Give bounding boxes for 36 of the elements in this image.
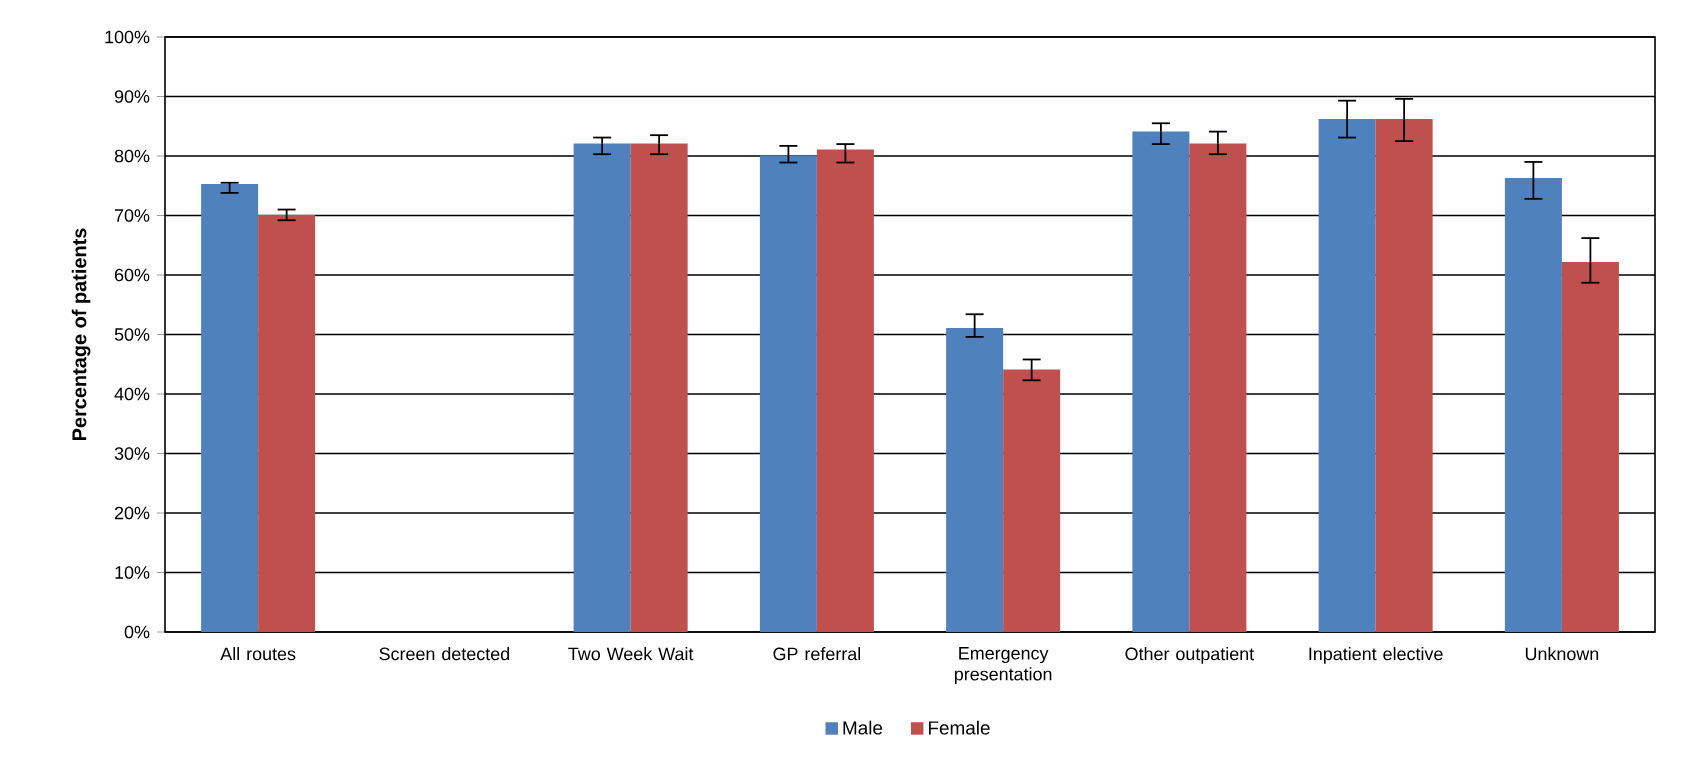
bar xyxy=(1318,119,1376,632)
x-tick-label: Emergency presentation xyxy=(954,647,1052,685)
bar xyxy=(759,155,817,632)
y-tick-label: 60% xyxy=(114,268,150,282)
x-tick-label: Other outpatient xyxy=(1125,647,1255,664)
y-tick-label: 0% xyxy=(124,625,150,639)
bar xyxy=(1561,261,1619,632)
y-tick-label: 80% xyxy=(114,149,150,163)
legend-label: Male xyxy=(843,720,883,735)
x-tick-label: Screen detected xyxy=(379,647,509,661)
bar xyxy=(201,183,259,632)
bar xyxy=(1189,143,1247,632)
y-axis-title: Percentage of patients xyxy=(71,228,91,440)
x-tick-label: All routes xyxy=(220,647,296,661)
y-tick-label: 90% xyxy=(114,90,150,103)
bar xyxy=(1132,131,1190,632)
legend-label: Female xyxy=(928,720,990,735)
y-tick-label: 50% xyxy=(114,328,150,341)
bar xyxy=(1375,119,1433,632)
x-tick-label: Inpatient elective xyxy=(1309,647,1443,664)
bar xyxy=(816,149,874,632)
x-tick-label: Unknown xyxy=(1525,647,1599,661)
y-tick-label: 20% xyxy=(114,506,150,520)
y-tick-label: 30% xyxy=(114,447,150,460)
y-tick-label: 40% xyxy=(114,387,150,401)
x-tick-label: Two Week Wait xyxy=(568,647,694,661)
bar xyxy=(573,143,631,632)
bar xyxy=(946,327,1004,632)
y-tick-label: 70% xyxy=(114,209,150,222)
bar xyxy=(1003,369,1061,632)
bar xyxy=(1504,178,1562,632)
y-tick-label: 10% xyxy=(115,566,150,579)
bar xyxy=(630,143,688,632)
bar xyxy=(258,214,316,632)
y-tick-label: 100% xyxy=(105,30,150,44)
x-tick-label: GP referral xyxy=(773,647,861,661)
